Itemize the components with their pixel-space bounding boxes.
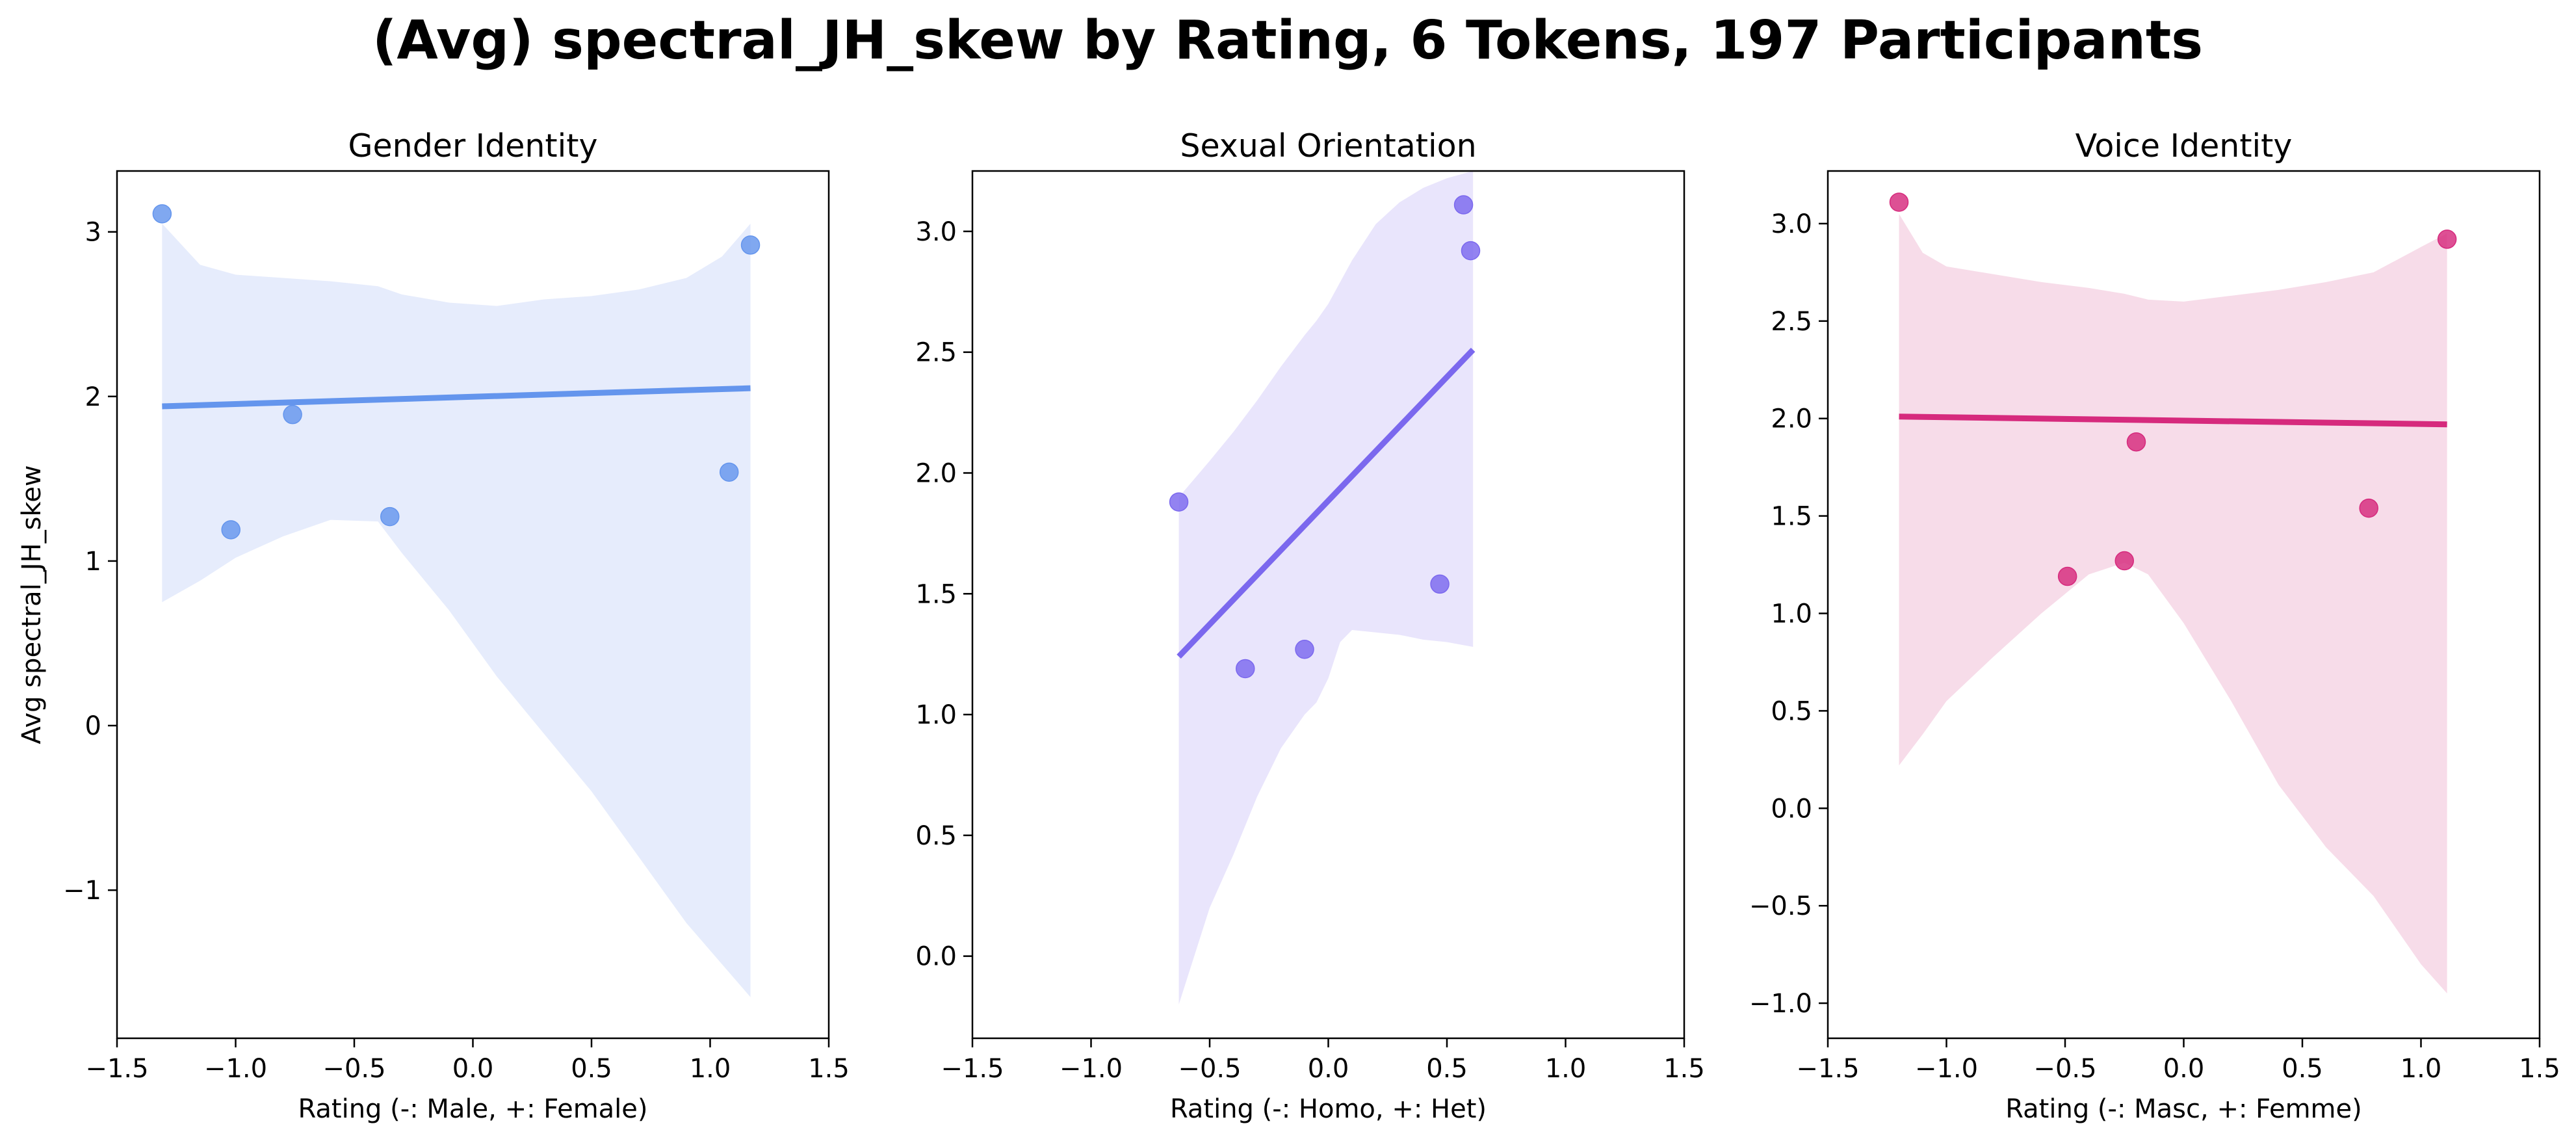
data-point	[1430, 574, 1450, 594]
y-tick-label: 3.0	[1771, 209, 1812, 239]
y-tick-label: 3.0	[915, 217, 957, 247]
y-tick-label: 3	[85, 218, 101, 248]
plot-area	[1889, 192, 2457, 994]
subplot-title: Voice Identity	[2075, 127, 2293, 164]
x-axis-label: Rating (-: Homo, +: Het)	[1170, 1094, 1487, 1124]
data-point	[283, 404, 302, 425]
data-point	[1236, 659, 1255, 679]
panels: −1.5 −1.0 −0.5 0.0 0.5 1.0 1.5 −1 0 1 2 3 Gender Ide…	[17, 127, 2560, 1124]
subplot-title: Gender Identity	[348, 127, 598, 164]
x-tick-label: 1.0	[1545, 1054, 1587, 1084]
data-point	[380, 506, 400, 527]
y-tick-label: 0	[85, 711, 101, 741]
data-point	[2114, 551, 2134, 571]
confidence-band	[1178, 171, 1474, 1004]
x-axis-label: Rating (-: Male, +: Female)	[298, 1094, 647, 1124]
y-tick-label: 2.5	[1771, 307, 1812, 337]
x-tick-label: 0.5	[1426, 1054, 1468, 1084]
data-point	[2437, 230, 2457, 249]
y-tick-label: −1.0	[1749, 989, 1812, 1019]
y-tick-label: 1	[85, 547, 101, 577]
x-tick-label: −1.0	[1915, 1054, 1978, 1084]
x-tick-label: −1.0	[204, 1054, 267, 1084]
x-tick-label: −0.5	[2033, 1054, 2096, 1084]
data-point	[1453, 195, 1474, 215]
y-tick-label: 1.5	[915, 579, 957, 609]
data-point	[719, 462, 739, 482]
subplot-3: −1.5 −1.0 −0.5 0.0 0.5 1.0 1.5 −1.0 −0.5 0.0 0.5 1.…	[1749, 127, 2560, 1124]
data-point	[152, 204, 172, 224]
regression-line	[162, 385, 751, 410]
y-axis-label: Avg spectral_JH_skew	[17, 465, 47, 744]
x-tick-label: 1.5	[808, 1054, 850, 1084]
subplot-1: −1.5 −1.0 −0.5 0.0 0.5 1.0 1.5 −1 0 1 2 3 Gender Ide…	[17, 127, 850, 1124]
data-point	[1295, 639, 1314, 659]
x-tick-label: 0.0	[2163, 1054, 2205, 1084]
x-tick-label: −0.5	[322, 1054, 385, 1084]
data-point	[2126, 432, 2146, 452]
plot-area	[1169, 171, 1481, 1004]
data-point	[2057, 566, 2077, 586]
data-point	[1889, 192, 1909, 212]
y-tick-label: 0.0	[1771, 794, 1812, 824]
y-tick-label: −1	[63, 876, 101, 906]
x-tick-label: −1.5	[1796, 1054, 1859, 1084]
x-axis-label: Rating (-: Masc, +: Femme)	[2005, 1094, 2361, 1124]
regression-line	[1899, 413, 2447, 428]
y-tick-label: 0.0	[915, 942, 957, 972]
y-tick-label: 0.5	[915, 821, 957, 851]
y-tick-label: −0.5	[1749, 891, 1812, 921]
x-tick-label: 0.0	[452, 1054, 494, 1084]
confidence-band	[162, 224, 751, 997]
x-tick-label: 0.0	[1308, 1054, 1349, 1084]
y-tick-label: 0.5	[1771, 696, 1812, 726]
data-point	[2359, 498, 2378, 518]
data-point	[740, 235, 761, 255]
x-tick-label: −1.5	[941, 1054, 1004, 1084]
y-tick-label: 1.5	[1771, 502, 1812, 532]
plot-area	[152, 204, 761, 997]
x-tick-label: −1.5	[85, 1054, 148, 1084]
x-tick-label: −1.0	[1060, 1054, 1123, 1084]
subplot-2: −1.5 −1.0 −0.5 0.0 0.5 1.0 1.5 0.0 0.5 1.0 1.5 2.0 2…	[915, 127, 1704, 1124]
data-point	[1169, 492, 1189, 512]
figure-title: (Avg) spectral_JH_skew by Rating, 6 Toke…	[372, 10, 2203, 72]
x-tick-label: −0.5	[1178, 1054, 1241, 1084]
y-tick-label: 2.5	[915, 338, 957, 368]
x-tick-label: 1.5	[1663, 1054, 1705, 1084]
y-tick-label: 1.0	[1771, 599, 1812, 629]
y-tick-label: 1.0	[915, 700, 957, 730]
confidence-band	[1899, 213, 2447, 994]
data-point	[1461, 241, 1481, 261]
x-tick-label: 0.5	[571, 1054, 612, 1084]
y-tick-label: 2.0	[1771, 404, 1812, 434]
data-point	[221, 520, 241, 540]
y-tick-label: 2.0	[915, 458, 957, 488]
y-tick-label: 2	[85, 382, 101, 412]
x-tick-label: 1.5	[2519, 1054, 2560, 1084]
subplot-title: Sexual Orientation	[1180, 127, 1476, 164]
x-tick-label: 1.0	[2400, 1054, 2442, 1084]
regression-line	[1177, 347, 1476, 659]
x-tick-label: 1.0	[690, 1054, 731, 1084]
x-tick-label: 0.5	[2282, 1054, 2323, 1084]
